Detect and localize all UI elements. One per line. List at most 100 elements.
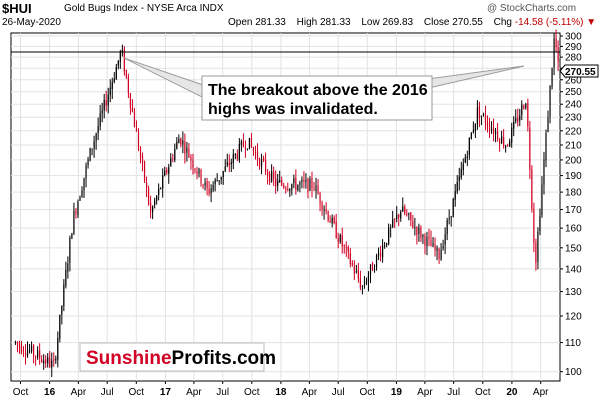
candle-body [404,206,406,214]
candle-body [85,165,87,179]
candle-body [178,138,180,144]
candle-body [349,253,351,265]
candle-body [452,198,454,218]
candle-body [234,153,236,155]
candle-body [470,133,472,139]
candle-body [254,152,257,154]
candle-body [434,244,436,251]
candle-body [321,202,323,210]
candle-body [204,182,206,186]
candle-body [283,185,285,188]
y-tick-label: 140 [565,264,582,275]
x-tick-label: Apr [186,387,202,398]
candle-body [198,168,200,174]
candle-body [496,131,499,140]
candle-body [188,148,190,158]
candle-body [232,154,234,164]
x-tick-label: Jul [447,387,460,398]
candle-body [521,104,523,115]
candle-body [464,157,466,163]
candle-body [557,46,559,62]
candle-body [196,171,198,175]
candle-body [533,208,535,243]
candle-body [164,170,166,176]
candle-body [129,93,132,108]
y-tick-label: 160 [565,224,582,235]
index-name: Gold Bugs Index - NYSE Arca INDX [64,3,224,14]
candle-body [503,137,505,146]
candle-body [194,169,196,171]
candle-body [32,345,35,356]
candle-body [275,177,277,187]
candle-body [210,188,212,194]
candle-body [174,148,176,161]
y-tick-label: 260 [565,75,582,86]
candle-body [166,169,168,173]
candle-body [81,190,83,197]
candle-body [236,154,238,159]
candle-body [529,127,531,170]
candle-body [424,235,426,246]
candle-body [392,219,394,227]
candle-body [170,158,172,167]
candle-body [281,180,283,185]
candle-body [228,162,230,166]
candle-body [311,177,313,189]
candle-body [103,99,105,111]
candle-body [182,140,184,145]
x-tick-label: Oct [13,387,29,398]
candle-body [152,206,154,213]
candle-body [386,242,388,246]
open-value: 281.33 [255,17,286,28]
candle-body [551,68,553,87]
candle-body [436,247,438,252]
y-tick-label: 130 [565,287,582,298]
x-tick-label: 18 [275,387,287,398]
candle-body [325,209,327,211]
candle-body [388,227,390,244]
candle-body [271,171,273,181]
candle-body [252,147,255,152]
candle-body [269,173,271,182]
candle-body [323,209,325,211]
candle-body [412,221,414,228]
candle-body [267,172,269,176]
candle-body [97,126,99,134]
candle-body [301,179,303,183]
candle-body [71,233,73,239]
candle-body [47,357,49,364]
candle-body [73,210,75,234]
candle-body [418,227,420,235]
branding-part1: Sunshine [86,348,172,369]
x-tick-label: Apr [417,387,433,398]
low-value: 269.83 [382,17,414,28]
candle-body [515,118,517,122]
candle-body [396,214,398,219]
candle-body [143,161,146,181]
candles [14,29,559,377]
candle-body [549,85,551,117]
candle-body [240,141,242,145]
candle-body [519,115,521,121]
x-tick-label: 19 [391,387,403,398]
x-tick-label: Apr [533,387,549,398]
candle-body [145,182,148,188]
candle-body [428,236,430,239]
candle-body [41,359,43,363]
candle-body [226,162,228,165]
close-label: Close [423,17,450,28]
chart-date: 26-May-2020 [2,17,61,28]
candle-body [117,60,119,66]
candle-body [430,239,432,247]
candle-body [438,248,440,259]
candle-body [422,235,424,237]
candle-body [462,163,464,170]
candle-body [214,179,216,185]
y-tick-label: 100 [565,367,582,378]
annotation-text-line1: The breakout above the 2016 [208,82,428,99]
candle-body [501,136,503,144]
y-tick-label: 180 [565,188,582,199]
candle-body [307,178,309,193]
candle-body [476,107,479,125]
candle-body [250,138,253,147]
